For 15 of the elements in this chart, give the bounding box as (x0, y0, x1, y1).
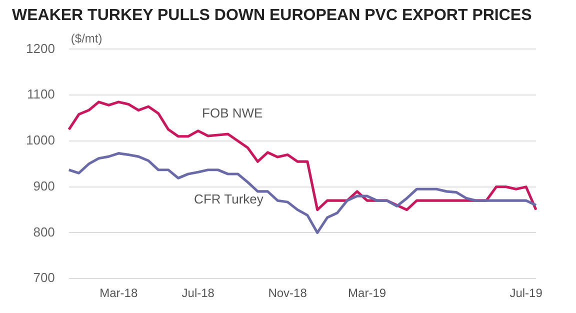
y-tick-label: 800 (33, 224, 55, 240)
y-tick-label: 900 (33, 178, 55, 194)
y-tick-label: 1200 (26, 40, 55, 56)
y-tick-label: 1100 (26, 86, 55, 102)
series-label: FOB NWE (202, 105, 264, 120)
x-tick-label: Nov-18 (268, 286, 308, 300)
x-tick-label: Mar-18 (100, 286, 138, 300)
y-tick-label: 1000 (26, 132, 55, 148)
y-axis-title: ($/mt) (70, 32, 102, 46)
series-label: CFR Turkey (194, 191, 264, 206)
x-tick-label: Jul-18 (182, 286, 215, 300)
y-tick-label: 700 (33, 270, 55, 286)
x-tick-label: Mar-19 (348, 286, 386, 300)
chart-title: WEAKER TURKEY PULLS DOWN EUROPEAN PVC EXPORT PRICES (12, 7, 532, 24)
x-tick-label: Jul-19 (510, 286, 543, 300)
